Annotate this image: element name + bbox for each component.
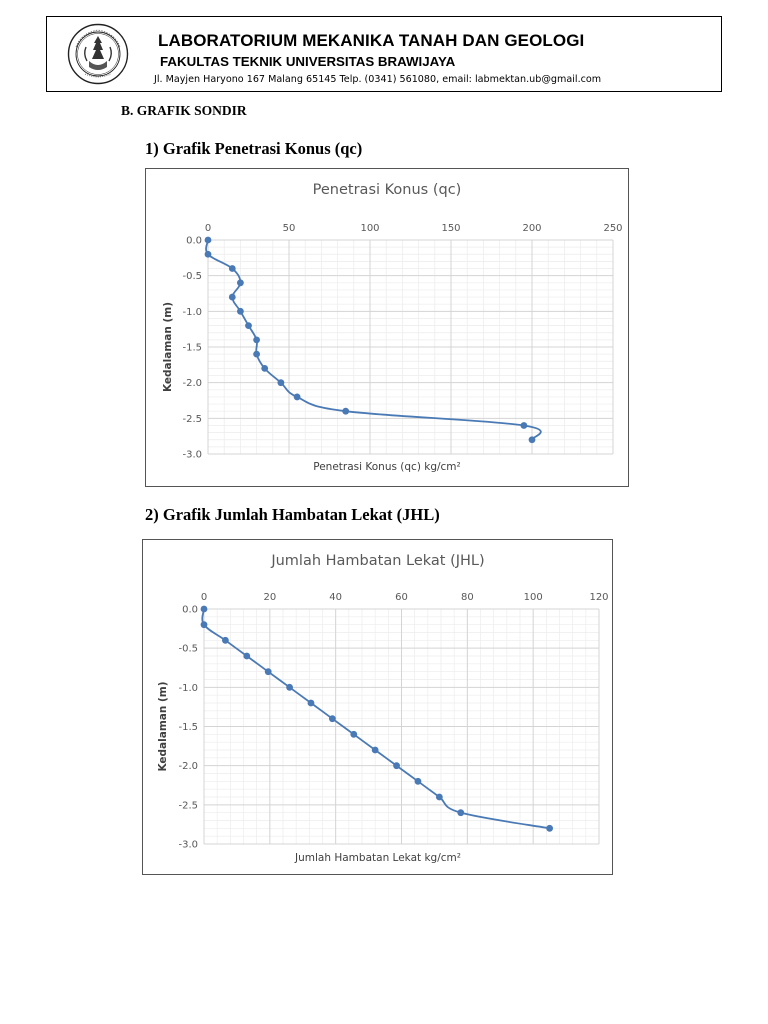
jhl-data-point bbox=[546, 824, 554, 832]
qc-y-tick-label: -2.5 bbox=[182, 414, 202, 425]
jhl-y-tick-label: 0.0 bbox=[182, 605, 198, 616]
jhl-data-point bbox=[286, 683, 293, 691]
jhl-data-point bbox=[350, 730, 358, 738]
jhl-chart-title: Jumlah Hambatan Lekat (JHL) bbox=[270, 553, 484, 569]
jhl-data-point bbox=[328, 715, 336, 723]
qc-x-tick-label: 50 bbox=[283, 223, 296, 234]
jhl-data-point bbox=[264, 668, 272, 676]
qc-x-tick-label: 250 bbox=[603, 223, 622, 234]
qc-y-tick-label: -3.0 bbox=[182, 450, 202, 461]
lab-address: Jl. Mayjen Haryono 167 Malang 65145 Telp… bbox=[154, 74, 602, 85]
qc-x-tick-label: 0 bbox=[205, 223, 211, 234]
qc-chart-frame: 0 50 100 150 200 250 0.0 -0.5 -1.0 -1.5 -2.0 -2.5 -3… bbox=[145, 168, 629, 487]
qc-y-tick-label: -1.5 bbox=[182, 343, 202, 354]
jhl-x-tick-label: 100 bbox=[524, 592, 543, 603]
qc-data-point bbox=[342, 407, 350, 415]
university-seal-icon bbox=[67, 23, 129, 85]
jhl-y-tick-label: -2.0 bbox=[178, 761, 198, 772]
jhl-data-point bbox=[457, 809, 465, 817]
subheading-qc: 1) Grafik Penetrasi Konus (qc) bbox=[145, 139, 363, 158]
jhl-data-point bbox=[221, 636, 229, 644]
qc-data-point bbox=[520, 422, 528, 429]
qc-data-point bbox=[204, 250, 212, 258]
jhl-x-tick-label: 80 bbox=[461, 592, 474, 603]
qc-x-tick-label: 150 bbox=[441, 223, 460, 234]
subheading-jhl: 2) Grafik Jumlah Hambatan Lekat (JHL) bbox=[145, 505, 440, 524]
qc-x-tick-label: 200 bbox=[522, 223, 541, 234]
qc-y-tick-label: 0.0 bbox=[186, 236, 202, 247]
qc-data-point bbox=[228, 293, 236, 301]
jhl-y-tick-label: -1.5 bbox=[178, 722, 198, 733]
qc-x-tick-label: 100 bbox=[360, 223, 379, 234]
jhl-x-tick-label: 120 bbox=[589, 592, 608, 603]
faculty-name: FAKULTAS TEKNIK UNIVERSITAS BRAWIJAYA bbox=[160, 54, 456, 69]
jhl-x-tick-label: 0 bbox=[201, 592, 207, 603]
jhl-data-point bbox=[435, 793, 443, 801]
qc-data-point bbox=[528, 436, 536, 444]
jhl-chart: 0 20 40 60 80 100 120 0.0 -0.5 -1.0 -1.5 -2.0 -2.5 -3… bbox=[157, 553, 609, 864]
jhl-x-axis-label: Jumlah Hambatan Lekat kg/cm² bbox=[294, 852, 461, 864]
qc-data-point bbox=[237, 279, 244, 287]
jhl-y-tick-label: -0.5 bbox=[178, 644, 198, 655]
jhl-x-tick-label: 40 bbox=[329, 592, 342, 603]
letterhead: LABORATORIUM MEKANIKA TANAH DAN GEOLOGI … bbox=[46, 16, 722, 92]
qc-data-point bbox=[293, 393, 301, 401]
qc-y-axis-label: Kedalaman (m) bbox=[162, 302, 174, 392]
jhl-y-tick-label: -2.5 bbox=[178, 800, 198, 811]
qc-series-line bbox=[205, 239, 542, 441]
qc-data-point bbox=[237, 307, 244, 315]
jhl-x-tick-label: 60 bbox=[395, 592, 408, 603]
qc-y-tick-label: -0.5 bbox=[182, 271, 202, 282]
qc-data-point bbox=[253, 350, 260, 358]
qc-data-point bbox=[204, 236, 212, 244]
jhl-chart-frame: 0 20 40 60 80 100 120 0.0 -0.5 -1.0 -1.5 -2.0 -2.5 -3… bbox=[142, 539, 613, 875]
jhl-y-axis-label: Kedalaman (m) bbox=[157, 681, 169, 771]
jhl-data-point bbox=[307, 699, 315, 707]
jhl-data-point bbox=[393, 762, 400, 770]
jhl-data-point bbox=[371, 746, 379, 754]
qc-data-point bbox=[277, 379, 285, 387]
jhl-x-tick-label: 20 bbox=[263, 592, 276, 603]
qc-data-point bbox=[253, 336, 260, 344]
jhl-data-point bbox=[200, 621, 208, 629]
jhl-y-tick-label: -3.0 bbox=[178, 840, 198, 851]
qc-chart: 0 50 100 150 200 250 0.0 -0.5 -1.0 -1.5 -2.0 -2.5 -3… bbox=[162, 182, 623, 473]
qc-data-point bbox=[228, 265, 236, 272]
jhl-y-tick-label: -1.0 bbox=[178, 683, 198, 694]
jhl-data-point bbox=[243, 652, 251, 660]
qc-data-point bbox=[245, 322, 252, 329]
qc-data-point bbox=[261, 365, 269, 372]
lab-title: LABORATORIUM MEKANIKA TANAH DAN GEOLOGI bbox=[158, 31, 585, 50]
section-heading: B. GRAFIK SONDIR bbox=[121, 103, 247, 118]
qc-chart-title: Penetrasi Konus (qc) bbox=[313, 182, 462, 198]
jhl-data-point bbox=[200, 605, 208, 613]
qc-y-tick-label: -1.0 bbox=[182, 307, 202, 318]
jhl-data-point bbox=[414, 777, 422, 785]
qc-y-tick-label: -2.0 bbox=[182, 378, 202, 389]
qc-x-axis-label: Penetrasi Konus (qc) kg/cm² bbox=[313, 461, 461, 473]
